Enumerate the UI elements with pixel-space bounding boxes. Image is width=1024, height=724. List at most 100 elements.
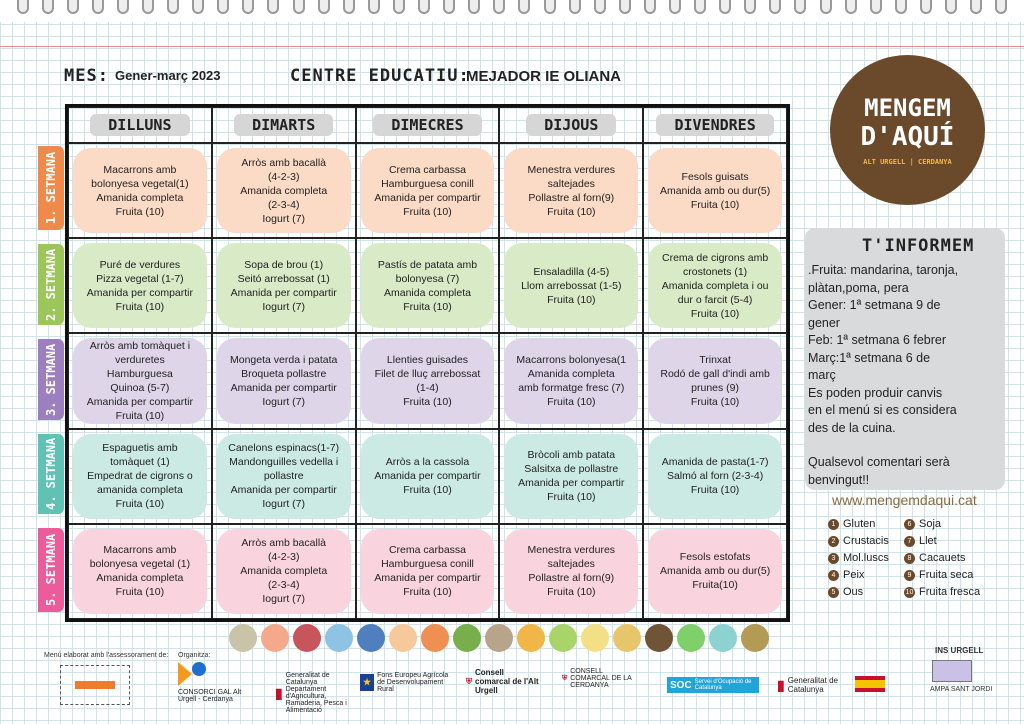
dish-line: Amanida completa i ou <box>661 279 769 292</box>
dish-line: Fruita (10) <box>547 205 596 218</box>
dish-line: Fruita (10) <box>690 307 740 320</box>
allergen-number-icon: 1 <box>828 518 839 530</box>
menu-cell: Bròcoli amb patata Salsitxa de pollastre A… <box>499 428 644 524</box>
gencat-dept-logo: ▮ Generalitat de Catalunya Departament d'… <box>275 672 355 714</box>
info-line: gener <box>808 315 840 330</box>
ins-urgell-logo: INS URGELL <box>935 646 984 655</box>
binding-ring <box>844 0 857 14</box>
allergen-legend: 1 Gluten 6 Soja 2 Crustacis 7 Llet 3 Mol.luscs 8 Ca… <box>828 518 1004 598</box>
dish-line: Fruita (10) <box>115 498 165 511</box>
menu-cell: Macarrons amb bolonyesa vegetal (1) Amanid… <box>68 523 212 619</box>
dish-line: Amanida per compartir <box>86 395 193 408</box>
allergen-label: Fruita seca <box>919 569 974 581</box>
binding-ring <box>16 0 29 14</box>
dish-line: Fruita (10) <box>690 484 740 497</box>
dish-line: Fesols guisats <box>681 170 749 183</box>
dish-line: Quinoa (5-7) <box>110 381 170 394</box>
binding-ring <box>819 0 832 14</box>
allergen-number-icon: 10 <box>904 586 915 598</box>
food-group-icon <box>645 624 673 652</box>
consorci-logo: CONSORCI GAL Alt Urgell - Cerdanya <box>178 662 248 703</box>
menu-cell: Macarrons bolonyesa(1 Amanida completa amb… <box>499 333 644 429</box>
week-tab-3: 3. SETMANA <box>38 339 64 420</box>
dish-line: crostonets (1) <box>682 265 748 278</box>
info-text: .Fruita: mandarina, taronja, plàtan,poma,… <box>808 262 1008 489</box>
dish-line: Ensaladilla (4-5) <box>533 265 610 278</box>
food-group-icon <box>709 624 737 652</box>
allergen-number-icon: 7 <box>904 535 915 547</box>
ccc-logo: ⛨ CONSELL COMARCAL DE LA CERDANYA <box>562 668 632 689</box>
menu-cell: Arròs amb tomàquet i verduretes Hamburgues… <box>68 333 212 429</box>
menu-dish-block: Fesols guisats Amanida amb ou dur(5) Fruit… <box>648 148 782 234</box>
menu-cell: Puré de verdures Pizza vegetal (1-7) Amani… <box>68 238 212 334</box>
dish-line: Iogurt (7) <box>262 498 305 511</box>
dish-line: Empedrat de cigrons o <box>87 470 193 483</box>
dish-line: Broqueta pollastre <box>241 367 327 380</box>
allergen-item: 9 Fruita seca <box>904 569 1004 581</box>
dish-line: Fruita (10) <box>115 205 165 218</box>
binding-ring <box>267 0 280 14</box>
binding-ring <box>468 0 481 14</box>
website-link[interactable]: www.mengemdaqui.cat <box>832 492 977 508</box>
menu-cell: Trinxat Rodó de gall d'indi amb prunes (9)… <box>643 333 787 429</box>
food-group-icon <box>549 624 577 652</box>
dish-line: Amanida per compartir <box>230 484 337 497</box>
menu-dish-block: Macarrons bolonyesa(1 Amanida completa amb… <box>504 338 639 424</box>
spiral-binding <box>0 0 1024 22</box>
menu-table: DILLUNS DIMARTS DIMECRES DIJOUS DIVENDRES Mac… <box>65 104 790 622</box>
info-line: .Fruita: mandarina, taronja, <box>808 263 959 277</box>
day-label: DIMECRES <box>373 114 482 136</box>
menu-cell: Sopa de brou (1) Seitó arrebossat (1) Aman… <box>211 238 356 334</box>
dish-line: Pizza vegetal (1-7) <box>96 272 184 285</box>
binding-ring <box>392 0 405 14</box>
dish-line: Fruita(10) <box>692 579 738 592</box>
binding-ring <box>945 0 958 14</box>
menu-cell: Fesols estofats Amanida amb ou dur(5) Frui… <box>643 523 787 619</box>
allergen-number-icon: 6 <box>904 518 915 530</box>
binding-ring <box>668 0 681 14</box>
dish-line: Amanida completa <box>384 286 471 299</box>
dish-line: Hamburguesa conill <box>381 177 474 190</box>
allergen-item: 5 Ous <box>828 586 904 598</box>
ccc-text: CONSELL COMARCAL DE LA CERDANYA <box>570 668 632 689</box>
centre-value: MEJADOR IE OLIANA <box>466 68 622 85</box>
soc-text: Servei d'Ocupació de Catalunya <box>694 679 752 691</box>
allergen-number-icon: 9 <box>904 569 915 581</box>
consorci-text: CONSORCI GAL Alt Urgell - Cerdanya <box>178 689 242 703</box>
menu-dish-block: Canelons espinacs(1-7) Mandonguilles vede… <box>216 433 351 519</box>
menu-cell: Mongeta verda i patata Broqueta pollastre… <box>211 333 356 429</box>
menu-cell: Arròs amb bacallà (4-2-3) Amanida completa… <box>211 143 356 239</box>
dish-line: Fruita (10) <box>403 205 452 218</box>
menu-dish-block: Arròs a la cassola Amanida per compartir F… <box>360 433 495 519</box>
menu-cell: Menestra verdures saltejades Pollastre al … <box>499 523 644 619</box>
dish-line: Llenties guisades <box>386 353 469 366</box>
dish-line: Fruita (10) <box>547 491 596 504</box>
allergen-item: 1 Gluten <box>828 518 904 530</box>
dish-line: Macarrons amb <box>103 544 177 557</box>
dish-line: Fruita (10) <box>547 293 596 306</box>
menu-cell: Pastís de patata amb bolonyesa (7) Amanida… <box>355 238 500 334</box>
menu-dish-block: Arròs amb tomàquet i verduretes Hamburgues… <box>73 338 207 424</box>
menu-dish-block: Menestra verdures saltejades Pollastre al … <box>504 528 639 614</box>
dish-line: Pollastre al forn(9) <box>528 572 615 585</box>
menu-cell: Fesols guisats Amanida amb ou dur(5) Fruit… <box>643 143 787 239</box>
food-group-icon <box>517 624 545 652</box>
dish-line: Menestra verdures <box>527 544 616 557</box>
day-header-divendres: DIVENDRES <box>643 107 787 143</box>
menu-dish-block: Sopa de brou (1) Seitó arrebossat (1) Aman… <box>216 243 351 329</box>
menu-cell: Menestra verdures saltejades Pollastre al … <box>499 143 644 239</box>
dish-line: Crema carbassa <box>388 544 466 557</box>
dish-line: (2-3-4) <box>267 198 300 211</box>
dish-line: Fruita (10) <box>690 198 740 211</box>
margin-line <box>0 46 1024 47</box>
binding-ring <box>192 0 205 14</box>
soc-logo: SOC Servei d'Ocupació de Catalunya <box>667 677 759 693</box>
feader-text: Fons Europeu Agrícola de Desenvolupament… <box>377 672 449 693</box>
binding-ring <box>66 0 79 14</box>
logo-line2: D'AQUÍ <box>860 122 955 152</box>
dish-line: Rodó de gall d'indi amb <box>660 367 770 380</box>
info-line: en el menú si es considera <box>808 403 957 417</box>
dish-line: Amanida de pasta(1-7) <box>661 456 769 469</box>
week-tab-5: 5. SETMANA <box>38 528 64 612</box>
dish-line: Arròs amb bacallà <box>241 537 326 550</box>
